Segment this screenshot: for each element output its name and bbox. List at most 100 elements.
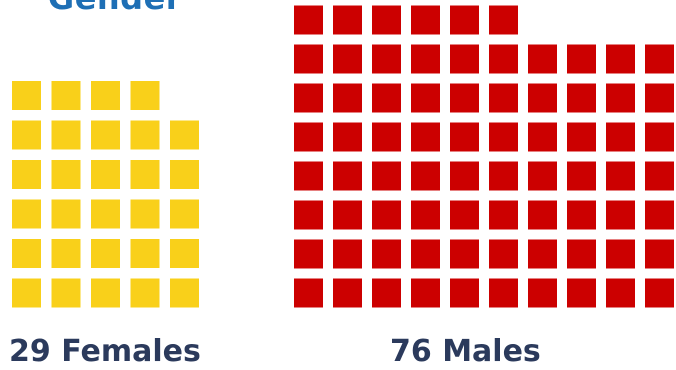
waffle-plot	[12, 5, 674, 308]
waffle-cell-males	[333, 278, 362, 308]
waffle-cell-males	[333, 44, 362, 74]
waffle-cell-males	[294, 161, 323, 191]
waffle-cell-males	[606, 278, 635, 308]
waffle-cell-females	[91, 120, 120, 150]
waffle-cell-males	[294, 278, 323, 308]
waffle-cell-males	[333, 122, 362, 152]
waffle-cell-males	[489, 122, 518, 152]
waffle-cell-males	[489, 83, 518, 113]
waffle-cell-males	[450, 239, 479, 269]
waffle-cell-males	[411, 278, 440, 308]
waffle-cell-females	[51, 81, 81, 110]
waffle-cell-males	[528, 278, 557, 308]
waffle-cell-males	[411, 239, 440, 269]
waffle-cell-males	[450, 122, 479, 152]
waffle-cell-males	[489, 239, 518, 269]
waffle-cell-females	[170, 160, 199, 189]
waffle-cell-females	[12, 160, 41, 189]
waffle-cell-males	[411, 5, 440, 35]
waffle-cell-males	[294, 83, 323, 113]
waffle-cell-males	[372, 44, 401, 74]
waffle-cell-males	[645, 239, 674, 269]
waffle-cell-females	[130, 239, 160, 268]
waffle-cell-males	[450, 200, 479, 230]
waffle-cell-females	[12, 199, 41, 229]
waffle-cell-males	[528, 161, 557, 191]
waffle-cell-females	[51, 239, 81, 268]
waffle-cell-males	[450, 44, 479, 74]
waffle-cell-males	[528, 83, 557, 113]
group-label-males: 76 Males	[390, 334, 541, 369]
waffle-cell-males	[567, 239, 596, 269]
waffle-cell-females	[130, 120, 160, 150]
waffle-cell-males	[411, 44, 440, 74]
waffle-cell-males	[528, 200, 557, 230]
waffle-cell-males	[567, 122, 596, 152]
waffle-cell-males	[645, 161, 674, 191]
waffle-cell-males	[372, 200, 401, 230]
waffle-cell-males	[333, 83, 362, 113]
waffle-cell-males	[567, 200, 596, 230]
waffle-cell-males	[333, 161, 362, 191]
waffle-cell-males	[411, 161, 440, 191]
waffle-cell-males	[294, 5, 323, 35]
waffle-cell-females	[51, 120, 81, 150]
waffle-cell-females	[91, 160, 120, 189]
waffle-cell-males	[489, 161, 518, 191]
waffle-cell-males	[645, 122, 674, 152]
waffle-cell-males	[489, 44, 518, 74]
waffle-cell-males	[372, 239, 401, 269]
waffle-cell-males	[606, 122, 635, 152]
waffle-cell-females	[130, 81, 160, 110]
waffle-cell-females	[91, 81, 120, 110]
chart-title: Gender	[0, 0, 230, 18]
waffle-group-males	[294, 5, 674, 308]
waffle-cell-females	[12, 239, 41, 268]
waffle-cell-females	[170, 278, 199, 308]
waffle-cell-males	[411, 200, 440, 230]
waffle-cell-males	[567, 161, 596, 191]
waffle-cell-females	[51, 199, 81, 229]
waffle-cell-males	[372, 5, 401, 35]
waffle-cell-males	[333, 239, 362, 269]
waffle-cell-males	[645, 200, 674, 230]
waffle-cell-males	[645, 83, 674, 113]
waffle-cell-males	[489, 5, 518, 35]
waffle-cell-females	[91, 199, 120, 229]
waffle-cell-males	[567, 44, 596, 74]
waffle-cell-males	[372, 161, 401, 191]
waffle-cell-males	[528, 239, 557, 269]
waffle-cell-males	[333, 5, 362, 35]
waffle-cell-males	[645, 278, 674, 308]
waffle-cell-males	[294, 122, 323, 152]
waffle-cell-males	[606, 44, 635, 74]
waffle-cell-males	[606, 200, 635, 230]
waffle-cell-females	[51, 160, 81, 189]
waffle-cell-females	[51, 278, 81, 308]
waffle-cell-males	[606, 239, 635, 269]
waffle-cell-females	[130, 199, 160, 229]
waffle-cell-males	[411, 83, 440, 113]
waffle-cell-females	[12, 120, 41, 150]
waffle-cell-males	[489, 278, 518, 308]
waffle-cell-females	[12, 278, 41, 308]
waffle-cell-females	[12, 81, 41, 110]
waffle-cell-females	[91, 239, 120, 268]
waffle-cell-males	[645, 44, 674, 74]
waffle-cell-males	[489, 200, 518, 230]
waffle-cell-males	[528, 122, 557, 152]
waffle-cell-males	[450, 5, 479, 35]
waffle-cell-males	[606, 161, 635, 191]
waffle-cell-males	[450, 161, 479, 191]
waffle-cell-males	[333, 200, 362, 230]
waffle-cell-males	[294, 239, 323, 269]
waffle-cell-males	[372, 122, 401, 152]
waffle-cell-females	[130, 278, 160, 308]
waffle-cell-males	[528, 44, 557, 74]
waffle-cell-males	[294, 200, 323, 230]
waffle-cell-males	[411, 122, 440, 152]
waffle-cell-females	[130, 160, 160, 189]
waffle-cell-males	[567, 83, 596, 113]
waffle-group-females	[12, 81, 199, 308]
waffle-cell-females	[170, 120, 199, 150]
